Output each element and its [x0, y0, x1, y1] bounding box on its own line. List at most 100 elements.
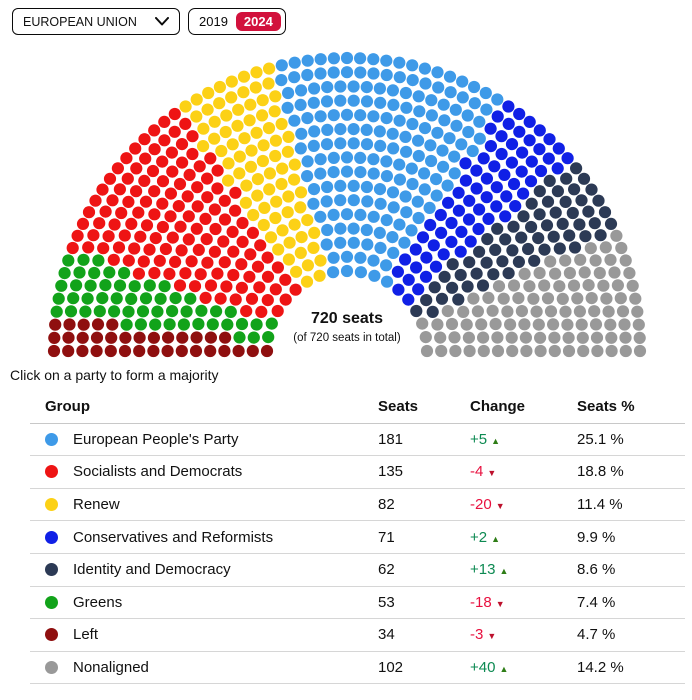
seat-dot[interactable] [360, 138, 374, 151]
seat-dot[interactable] [246, 226, 259, 239]
seat-dot[interactable] [437, 248, 450, 261]
seat-dot[interactable] [294, 98, 307, 111]
seat-dot[interactable] [129, 142, 142, 155]
seat-dot[interactable] [334, 222, 347, 235]
seat-dot[interactable] [90, 344, 103, 358]
seat-dot[interactable] [562, 344, 576, 358]
seat-dot[interactable] [149, 318, 162, 331]
seat-dot[interactable] [412, 149, 425, 163]
seat-dot[interactable] [374, 197, 387, 210]
seat-dot[interactable] [105, 331, 118, 344]
seat-dot[interactable] [263, 62, 276, 75]
seat-dot[interactable] [227, 245, 240, 258]
seat-dot[interactable] [79, 305, 92, 318]
seat-dot[interactable] [87, 229, 100, 242]
seat-dot[interactable] [93, 305, 106, 318]
seat-dot[interactable] [505, 138, 519, 151]
seat-dot[interactable] [314, 153, 327, 166]
seat-dot[interactable] [556, 292, 569, 305]
seat-dot[interactable] [153, 254, 166, 267]
table-row[interactable]: Identity and Democracy 62 +13 ▲ 8.6 % [30, 554, 685, 587]
seat-dot[interactable] [97, 242, 110, 255]
seat-dot[interactable] [251, 260, 265, 273]
seat-dot[interactable] [281, 101, 294, 114]
seat-dot[interactable] [464, 235, 477, 248]
seat-dot[interactable] [418, 183, 431, 196]
seat-dot[interactable] [307, 96, 320, 109]
seat-dot[interactable] [551, 162, 564, 175]
seat-dot[interactable] [270, 195, 283, 208]
seat-dot[interactable] [559, 305, 572, 318]
seat-dot[interactable] [133, 344, 146, 358]
seat-dot[interactable] [454, 268, 467, 282]
seat-dot[interactable] [239, 196, 252, 209]
seat-dot[interactable] [217, 235, 230, 248]
seat-dot[interactable] [411, 195, 424, 208]
seat-dot[interactable] [122, 195, 135, 208]
seat-dot[interactable] [361, 238, 374, 251]
seat-dot[interactable] [559, 254, 572, 267]
seat-dot[interactable] [218, 344, 231, 358]
seat-dot[interactable] [459, 157, 472, 170]
seat-dot[interactable] [534, 344, 547, 358]
seat-dot[interactable] [320, 195, 333, 208]
seat-dot[interactable] [573, 218, 586, 231]
seat-dot[interactable] [476, 279, 490, 292]
seat-dot[interactable] [561, 318, 574, 331]
seat-dot[interactable] [229, 293, 242, 306]
seat-dot[interactable] [619, 344, 632, 358]
seat-dot[interactable] [502, 117, 515, 130]
seat-dot[interactable] [119, 331, 132, 344]
seat-dot[interactable] [491, 93, 504, 106]
seat-dot[interactable] [156, 220, 169, 234]
seat-dot[interactable] [470, 182, 483, 195]
seat-dot[interactable] [340, 108, 354, 121]
seat-dot[interactable] [374, 96, 387, 109]
seat-dot[interactable] [195, 304, 208, 317]
seat-dot[interactable] [393, 158, 406, 171]
seat-dot[interactable] [499, 210, 512, 223]
seat-dot[interactable] [600, 292, 613, 305]
seat-dot[interactable] [380, 170, 393, 183]
seat-dot[interactable] [301, 170, 314, 183]
seat-dot[interactable] [49, 318, 62, 331]
seat-dot[interactable] [416, 317, 429, 330]
seat-dot[interactable] [179, 117, 192, 130]
seat-dot[interactable] [200, 233, 213, 246]
seat-dot[interactable] [340, 151, 354, 164]
seat-dot[interactable] [327, 52, 340, 65]
seat-dot[interactable] [412, 211, 425, 225]
seat-dot[interactable] [347, 236, 360, 249]
seat-dot[interactable] [505, 331, 518, 344]
seat-dot[interactable] [265, 317, 278, 330]
seat-dot[interactable] [279, 273, 292, 286]
seat-dot[interactable] [140, 219, 154, 232]
seat-dot[interactable] [435, 292, 449, 305]
seat-dot[interactable] [605, 331, 618, 344]
seat-dot[interactable] [250, 66, 263, 79]
seat-dot[interactable] [419, 270, 433, 283]
seat-dot[interactable] [62, 331, 75, 344]
seat-dot[interactable] [307, 139, 320, 152]
seat-dot[interactable] [197, 140, 210, 153]
seat-dot[interactable] [360, 81, 373, 94]
seat-dot[interactable] [143, 243, 156, 256]
seat-dot[interactable] [76, 344, 89, 358]
seat-dot[interactable] [55, 279, 68, 292]
table-row[interactable]: Left 34 -3 ▼ 4.7 % [30, 619, 685, 652]
seat-dot[interactable] [224, 305, 237, 318]
seat-dot[interactable] [416, 231, 430, 244]
seat-dot[interactable] [495, 147, 508, 161]
seat-dot[interactable] [477, 331, 490, 344]
seat-dot[interactable] [492, 280, 506, 293]
seat-dot[interactable] [179, 267, 192, 280]
seat-dot[interactable] [614, 292, 627, 305]
seat-dot[interactable] [327, 251, 340, 264]
seat-dot[interactable] [154, 292, 167, 305]
seat-dot[interactable] [402, 273, 415, 286]
seat-dot[interactable] [229, 186, 242, 199]
seat-dot[interactable] [509, 200, 522, 213]
seat-dot[interactable] [82, 206, 96, 219]
seat-dot[interactable] [106, 194, 119, 207]
seat-dot[interactable] [184, 292, 197, 305]
